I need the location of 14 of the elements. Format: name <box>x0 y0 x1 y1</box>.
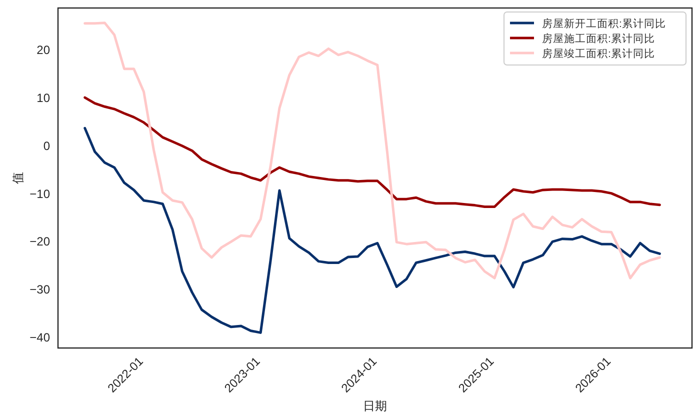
y-tick-label: 20 <box>36 43 50 58</box>
y-tick-label: 10 <box>36 91 50 106</box>
y-axis-title: 值 <box>11 172 25 184</box>
legend-label: 房屋新开工面积:累计同比 <box>542 17 666 30</box>
y-tick-label: −20 <box>30 234 50 249</box>
legend-label: 房屋施工面积:累计同比 <box>542 32 655 45</box>
x-axis-title: 日期 <box>363 399 387 413</box>
line-series <box>84 96 661 208</box>
y-tick-label: −30 <box>30 282 50 297</box>
line-series <box>84 126 661 334</box>
y-tick-label: 0 <box>43 138 50 153</box>
legend-label: 房屋竣工面积:累计同比 <box>542 47 655 60</box>
y-tick-label: −40 <box>30 330 50 344</box>
y-tick-label: −10 <box>30 186 50 201</box>
